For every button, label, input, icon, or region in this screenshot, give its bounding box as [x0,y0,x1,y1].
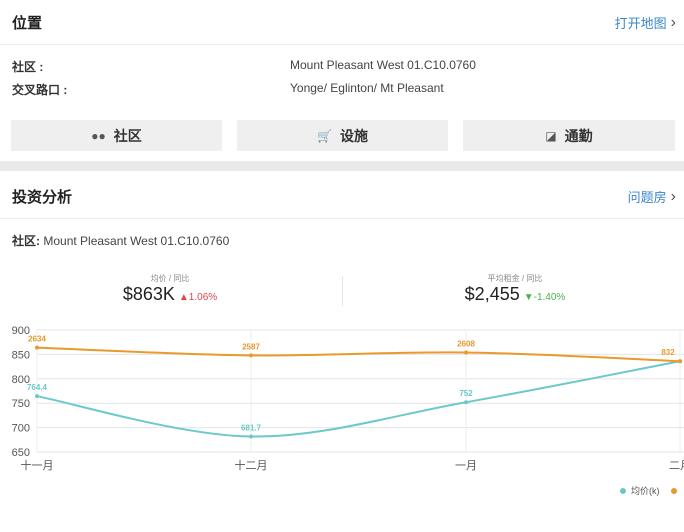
data-point [678,359,682,364]
open-map-label: 打开地图 [614,16,667,31]
legend-dot-icon [620,487,626,494]
data-label: 752 [459,389,473,398]
avg-rent-label: 平均租金 / 同比 [487,274,543,283]
tab-commute[interactable]: ◪ 通勤 [463,120,675,151]
data-point [464,400,468,405]
investment-community-label: 社区: [12,234,40,248]
data-point [249,353,253,358]
data-label: 832 [661,348,675,357]
location-header: 位置 打开地图 › [0,0,684,45]
x-tick-label: 一月 [455,460,477,472]
data-point [249,434,253,439]
investment-community-value: Mount Pleasant West 01.C10.0760 [43,234,230,248]
y-tick-label: 750 [12,398,30,410]
investment-title: 投资分析 [12,189,73,206]
data-point [35,345,39,350]
avg-price-value: $863K [122,284,175,304]
open-map-link[interactable]: 打开地图 › [615,13,676,32]
subway-icon: ◪ [545,128,557,143]
y-tick-label: 850 [12,349,30,361]
intersection-key: 交叉路口 : [12,83,68,97]
avg-rent-value: $2,455 [464,284,520,304]
y-tick-label: 900 [12,325,30,337]
avg-price-label: 均价 / 同比 [150,274,190,283]
data-label: 2634 [28,335,46,344]
problem-house-link[interactable]: 问题房 › [628,187,676,206]
chevron-right-icon: › [670,14,676,31]
avg-rent-stat: 平均租金 / 同比 $2,455 ▼-1.40% [445,273,585,305]
data-label: 2608 [457,339,475,348]
avg-price-change: ▲1.06% [178,292,218,303]
data-label: 2587 [242,342,260,351]
x-tick-label: 十二月 [235,458,268,472]
y-tick-label: 650 [12,447,30,459]
x-tick-label: 二月 [669,460,684,472]
chart-legend: 均价(k) [620,484,677,497]
data-label: 764.4 [27,383,48,392]
x-tick-label: 十一月 [21,458,54,472]
tab-facilities[interactable]: 🛒 设施 [237,120,448,151]
series-line-1 [36,346,681,363]
stat-separator [342,276,343,306]
data-point [464,350,468,355]
intersection-value: Yonge/ Eglinton/ Mt Pleasant [290,81,444,95]
tab-commute-label: 通勤 [564,127,593,144]
avg-rent-change: ▼-1.40% [523,292,566,303]
community-value: Mount Pleasant West 01.C10.0760 [290,58,476,72]
problem-house-label: 问题房 [627,190,667,205]
users-icon: ●● [91,128,106,143]
community-key: 社区 : [12,60,44,74]
section-divider [0,161,684,171]
investment-header: 投资分析 问题房 › [0,174,684,219]
avg-price-change-value: 1.06% [188,292,218,303]
avg-rent-change-value: -1.40% [533,292,566,303]
data-point [35,394,39,399]
tab-community-label: 社区 [113,127,142,144]
investment-community: 社区: Mount Pleasant West 01.C10.0760 [12,232,229,249]
cart-icon: 🛒 [317,128,332,143]
series-line-0 [36,360,681,438]
tab-facilities-label: 设施 [339,127,368,144]
chevron-right-icon: › [670,188,676,205]
data-label: 681.7 [241,424,262,433]
location-title: 位置 [12,15,43,32]
legend-label-price: 均价(k) [631,486,660,496]
avg-price-stat: 均价 / 同比 $863K ▲1.06% [100,273,240,305]
y-tick-label: 700 [12,423,30,435]
y-tick-label: 800 [12,374,30,386]
tab-community[interactable]: ●● 社区 [11,120,222,151]
legend-dot-icon [670,487,677,494]
price-trend-chart: 650 700 750 800 850 900 十一月 十二月 一月 二月 764.4 681.7 75… [12,325,684,472]
